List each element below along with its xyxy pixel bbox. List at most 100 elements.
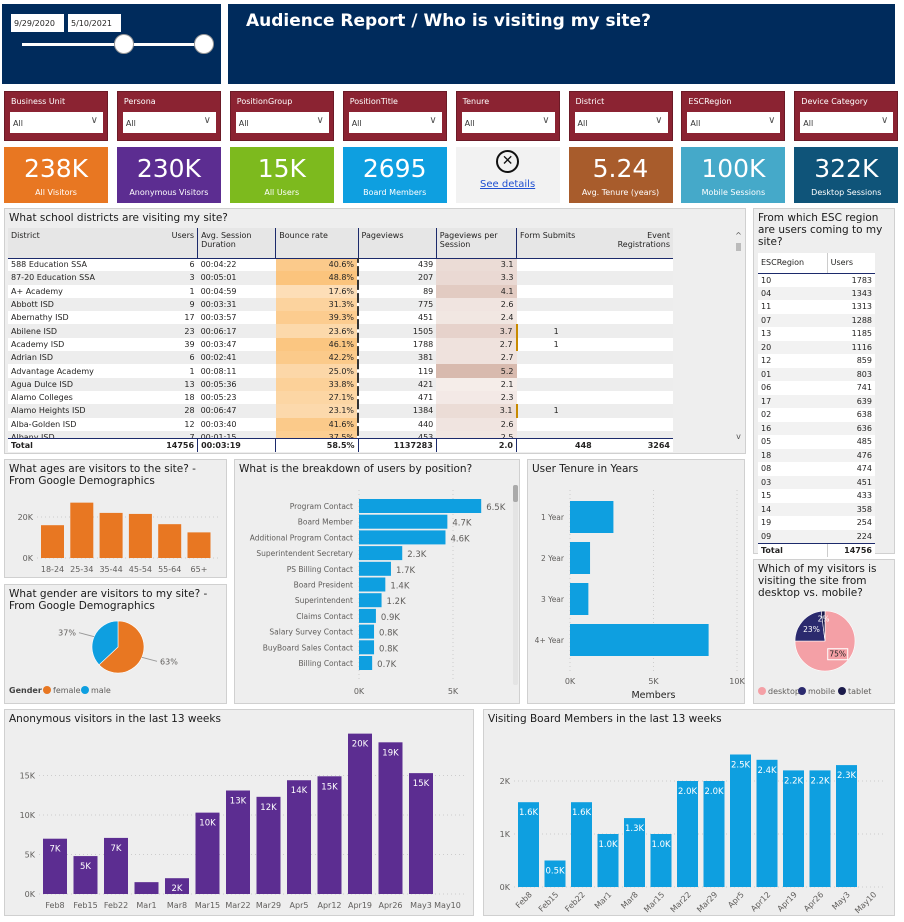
see-details-link[interactable]: See details	[480, 179, 536, 190]
table-row[interactable]: Advantage Academy 1 00:08:11 25.0% 119 5.2	[8, 364, 673, 378]
bar-mar8[interactable]	[624, 818, 645, 887]
table-row[interactable]: Abilene ISD 23 00:06:17 23.6% 1505 3.7 1	[8, 324, 673, 338]
table-row[interactable]: 588 Education SSA 6 00:04:22 40.6% 439 3.1	[8, 258, 673, 272]
table-row[interactable]: 07 1288	[758, 313, 875, 327]
scrollbar[interactable]	[513, 485, 518, 685]
bar-65[interactable]	[187, 532, 211, 558]
bar-superintendent[interactable]	[359, 593, 382, 608]
filter-dropdown[interactable]: All ∨	[574, 112, 668, 133]
filter-dropdown[interactable]: All ∨	[122, 112, 216, 133]
table-row[interactable]: 18 476	[758, 448, 875, 462]
bar-additional-program-contact[interactable]	[359, 530, 446, 545]
bar-board-member[interactable]	[359, 514, 448, 529]
table-row[interactable]: 03 451	[758, 475, 875, 489]
table-row[interactable]: 14 358	[758, 502, 875, 516]
kpi-see-details[interactable]: ✕ See details	[455, 147, 560, 203]
bar-1-year[interactable]	[570, 501, 614, 533]
bar-mar8[interactable]	[165, 878, 189, 894]
table-row[interactable]: 12 859	[758, 354, 875, 368]
bar-apr12[interactable]	[756, 759, 778, 887]
bar-claims-contact[interactable]	[359, 608, 376, 623]
bar-superintendent-secretary[interactable]	[359, 546, 403, 561]
bar-25-34[interactable]	[70, 502, 94, 558]
table-row[interactable]: 01 803	[758, 367, 875, 381]
slider-start-handle[interactable]	[114, 34, 134, 54]
column-header-pageviews-per-session[interactable]: Pageviews per Session	[435, 228, 517, 259]
bar-apr26[interactable]	[378, 742, 403, 894]
bar-may3[interactable]	[836, 765, 857, 887]
bar-mar15[interactable]	[650, 834, 672, 887]
table-row[interactable]: 10 1783	[758, 273, 875, 287]
bar-feb22[interactable]	[104, 837, 128, 894]
bar-mar1[interactable]	[134, 882, 159, 894]
bar-apr19[interactable]	[348, 733, 372, 894]
bar-feb15[interactable]	[73, 856, 98, 894]
bar-mar1[interactable]	[597, 834, 619, 887]
bar-salary-survey-contact[interactable]	[359, 624, 375, 639]
table-row[interactable]: Alba-Golden ISD 12 00:03:40 41.6% 440 2.6	[8, 417, 673, 431]
slice-female[interactable]	[98, 620, 145, 674]
bar-apr26[interactable]	[809, 770, 831, 887]
filter-dropdown[interactable]: All ∨	[687, 112, 781, 133]
table-row[interactable]: 02 638	[758, 408, 875, 422]
column-header-district[interactable]: District	[8, 228, 146, 259]
table-row[interactable]: 11 1313	[758, 300, 875, 314]
bar-35-44[interactable]	[99, 512, 123, 558]
table-row[interactable]: Adrian ISD 6 00:02:41 42.2% 381 2.7	[8, 351, 673, 365]
slice-male[interactable]	[91, 620, 119, 666]
column-header-escregion[interactable]: ESCRegion	[758, 253, 828, 274]
bar-apr12[interactable]	[317, 776, 342, 894]
table-row[interactable]: 17 639	[758, 394, 875, 408]
column-header-users[interactable]: Users	[826, 253, 875, 274]
table-row[interactable]: 15 433	[758, 489, 875, 503]
bar-buyboard-sales-contact[interactable]	[359, 640, 375, 655]
slider-end-handle[interactable]	[194, 34, 214, 54]
table-row[interactable]: Abbott ISD 9 00:03:31 31.3% 775 2.6	[8, 297, 673, 312]
bar-feb22[interactable]	[571, 802, 592, 887]
table-row[interactable]: 16 636	[758, 421, 875, 435]
table-row[interactable]: A+ Academy 1 00:04:59 17.6% 89 4.1	[8, 284, 673, 298]
bar-board-president[interactable]	[359, 577, 386, 592]
bar-may3[interactable]	[409, 773, 433, 894]
table-row[interactable]: 08 474	[758, 462, 875, 476]
bar-4-year[interactable]	[570, 624, 709, 656]
table-row[interactable]: 19 254	[758, 516, 875, 530]
bar-feb8[interactable]	[518, 802, 539, 887]
table-row[interactable]: 09 224	[758, 529, 875, 543]
table-row[interactable]: 20 1116	[758, 340, 875, 354]
bar-45-54[interactable]	[128, 513, 152, 558]
filter-dropdown[interactable]: All ∨	[235, 112, 329, 133]
table-row[interactable]: Alamo Colleges 18 00:05:23 27.1% 471 2.3	[8, 390, 673, 405]
bar-program-contact[interactable]	[359, 499, 482, 513]
slice-mobile[interactable]	[794, 610, 826, 642]
bar-apr5[interactable]	[730, 754, 751, 888]
table-row[interactable]: Alamo Heights ISD 28 00:06:47 23.1% 1384 3.1 1	[8, 404, 673, 418]
column-header-avg-session-duration[interactable]: Avg. Session Duration	[197, 228, 276, 259]
bar-18-24[interactable]	[41, 525, 64, 558]
scrollbar-thumb[interactable]	[513, 485, 518, 502]
table-row[interactable]: Abernathy ISD 17 00:03:57 39.3% 451 2.4	[8, 311, 673, 325]
filter-dropdown[interactable]: All ∨	[348, 112, 442, 133]
end-date-input[interactable]: 5/10/2021	[68, 14, 121, 32]
filter-dropdown[interactable]: All ∨	[10, 112, 103, 133]
table-row[interactable]: 13 1185	[758, 327, 875, 341]
bar-2-year[interactable]	[570, 542, 591, 574]
bar-mar22[interactable]	[677, 781, 698, 887]
bar-feb8[interactable]	[43, 838, 67, 894]
table-row[interactable]: 05 485	[758, 435, 875, 449]
table-row[interactable]: 87-20 Education SSA 3 00:05:01 48.8% 207 3.3	[8, 271, 673, 285]
bar-billing-contact[interactable]	[359, 656, 373, 670]
column-header-pageviews[interactable]: Pageviews	[357, 228, 437, 259]
table-row[interactable]: Academy ISD 39 00:03:47 46.1% 1788 2.7 1	[8, 337, 673, 352]
bar-mar29[interactable]	[703, 781, 725, 887]
table-row[interactable]: Agua Dulce ISD 13 00:05:36 33.8% 421 2.1	[8, 377, 673, 391]
start-date-input[interactable]: 9/29/2020	[11, 14, 64, 32]
bar-apr5[interactable]	[287, 780, 311, 894]
table-row[interactable]: 06 741	[758, 381, 875, 395]
table-row[interactable]: 04 1343	[758, 286, 875, 300]
filter-dropdown[interactable]: All ∨	[461, 112, 555, 133]
slice-tablet[interactable]	[820, 610, 826, 642]
bar-mar22[interactable]	[226, 790, 250, 894]
filter-dropdown[interactable]: All ∨	[800, 112, 894, 133]
column-header-event-registrations[interactable]: Event Registrations	[594, 228, 673, 259]
